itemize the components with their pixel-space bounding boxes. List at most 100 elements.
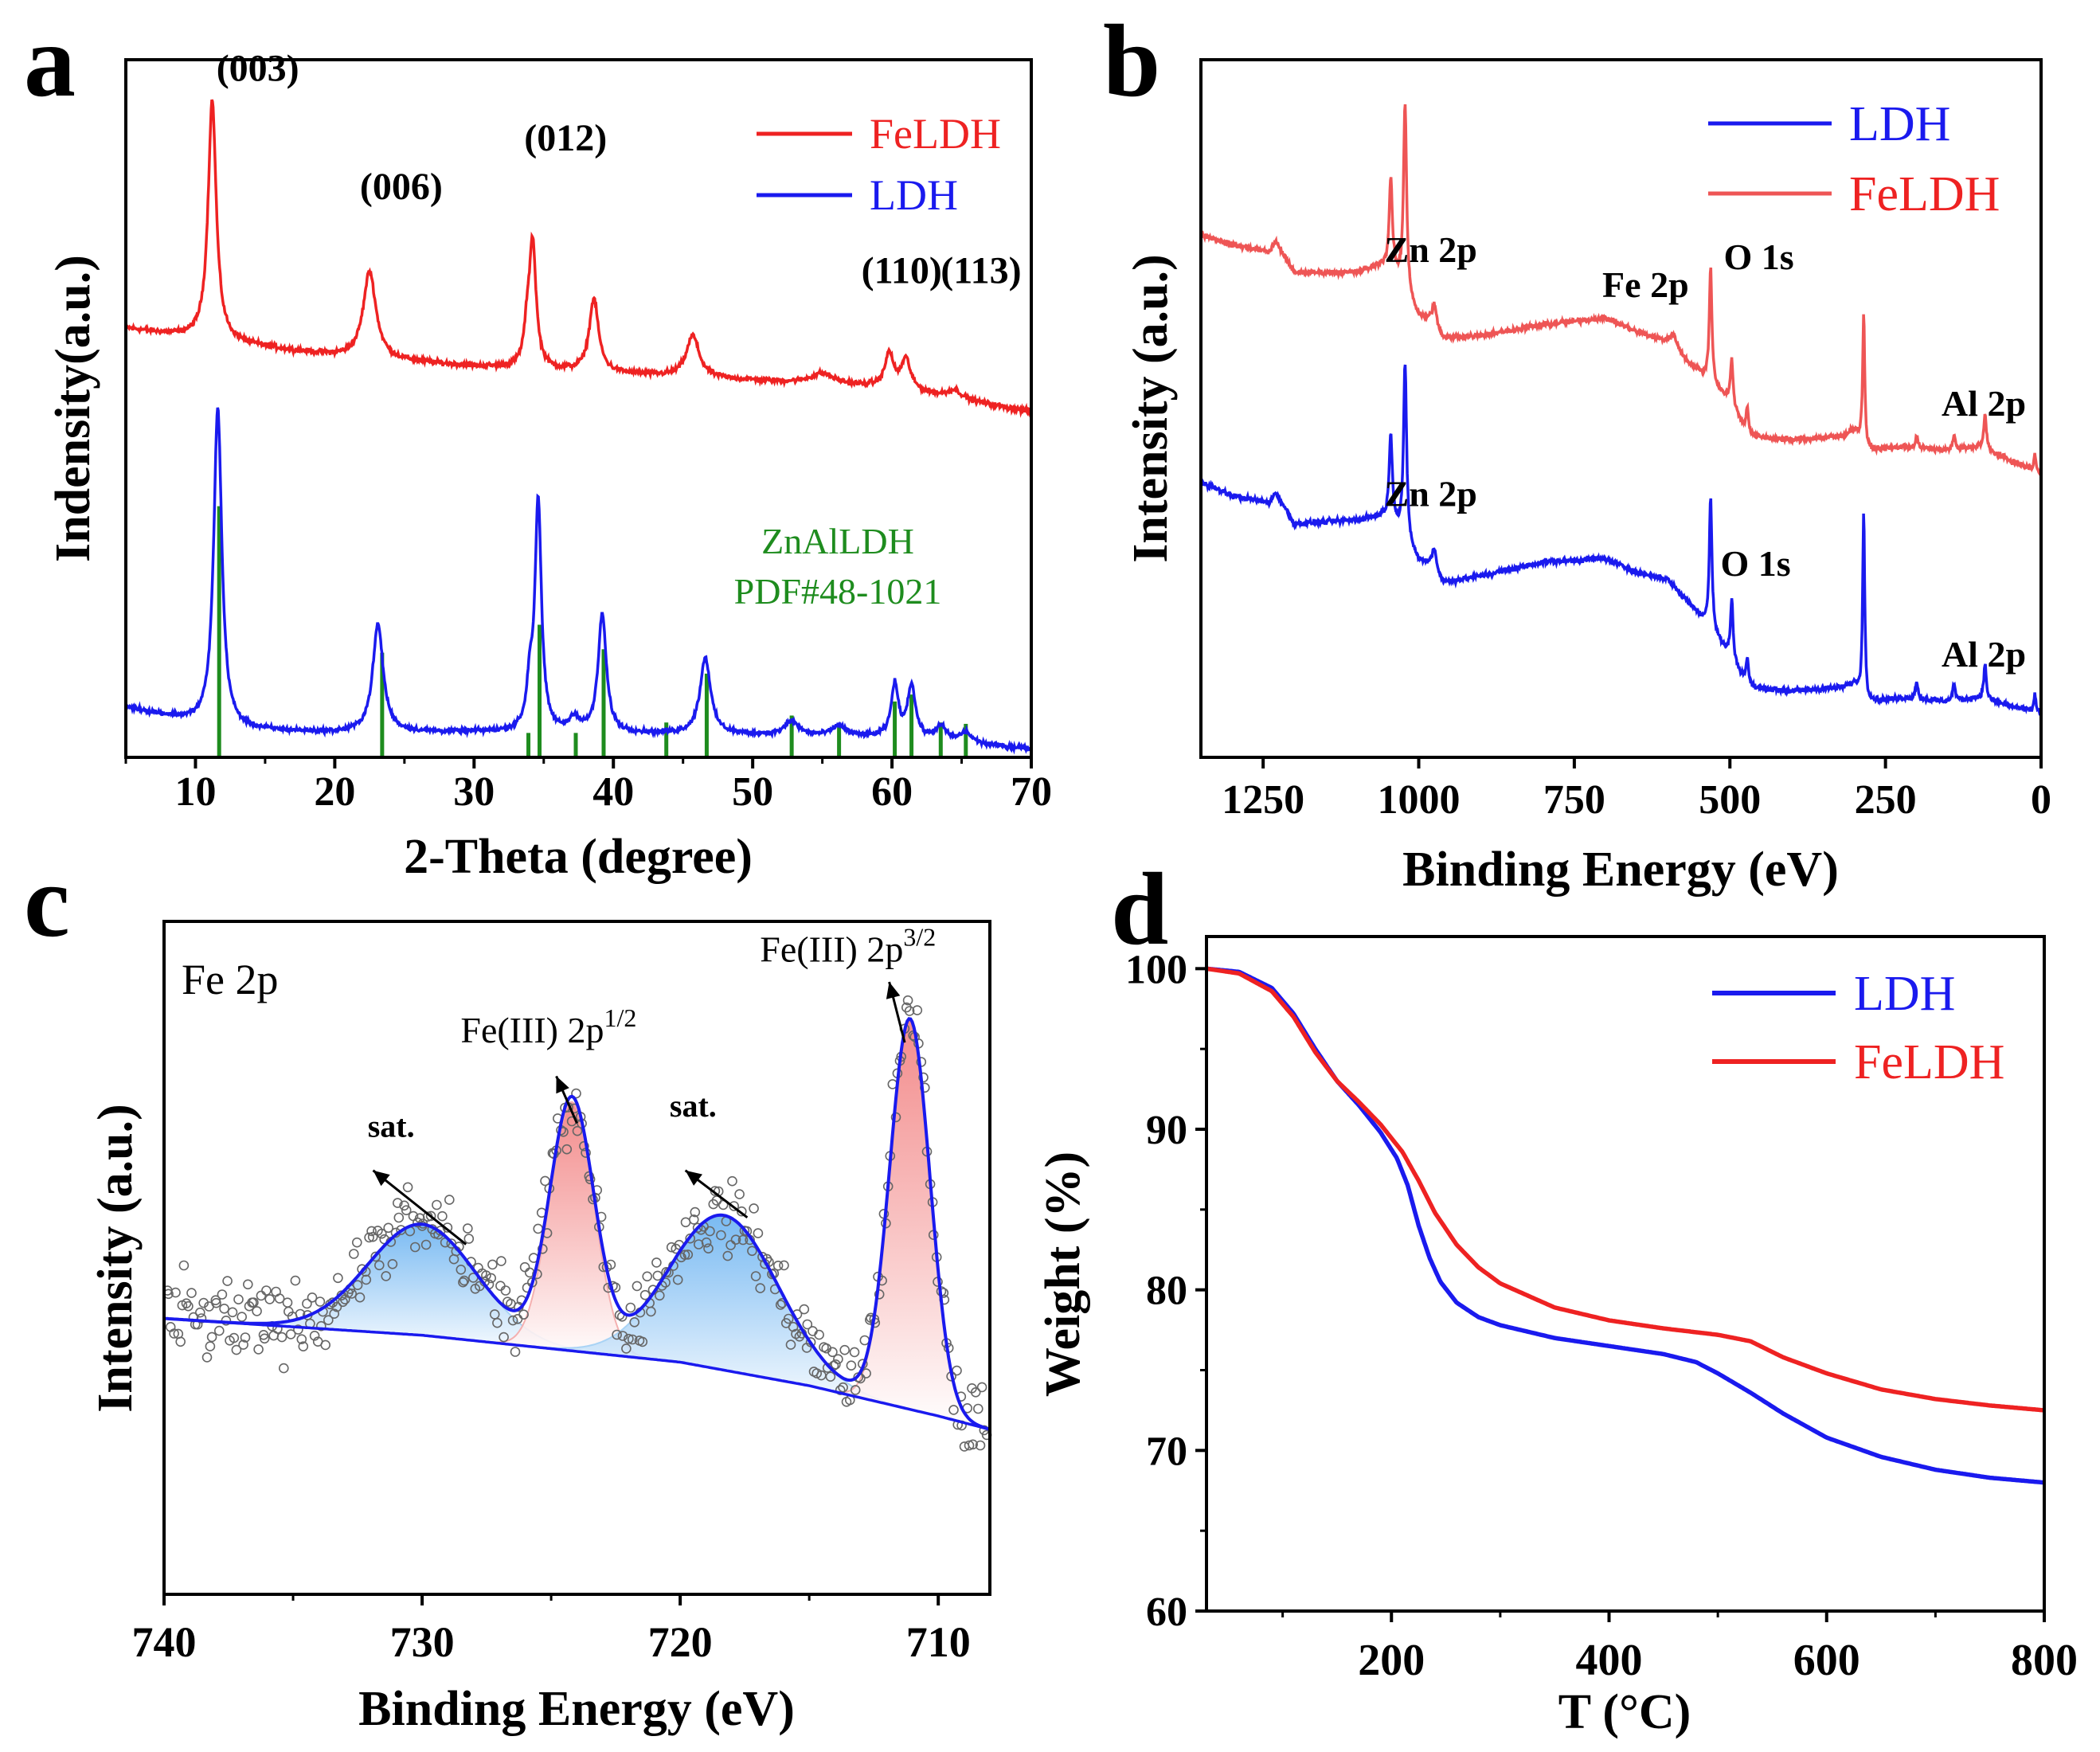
data-point	[701, 1237, 712, 1248]
data-point	[968, 1439, 978, 1450]
panel-d-legend: LDH FeLDH	[1712, 967, 2004, 1089]
data-point	[276, 1332, 287, 1343]
data-point	[261, 1285, 272, 1296]
data-point	[561, 1144, 573, 1155]
y-tick-label: 80	[1146, 1269, 1187, 1314]
legend-feldh-label: FeLDH	[870, 110, 1001, 158]
panel-d-ylabel: Weight (%)	[1036, 1152, 1090, 1397]
series-feldh	[1206, 966, 2045, 1413]
data-point	[462, 1223, 473, 1234]
data-point	[333, 1273, 343, 1284]
data-point	[651, 1257, 662, 1268]
data-point	[229, 1332, 240, 1343]
data-point	[217, 1289, 228, 1300]
data-point	[409, 1242, 420, 1253]
data-point	[772, 1261, 784, 1271]
data-point	[802, 1319, 813, 1330]
panel-d-xlabel: T (°C)	[1558, 1685, 1691, 1739]
component-label: sat.	[670, 1088, 717, 1124]
panel-c-annotations: sat. Fe(III) 2p1/2 sat. Fe(III) 2p3/2	[368, 923, 937, 1144]
data-point	[729, 1201, 740, 1211]
arrow-head	[886, 982, 901, 999]
data-point	[383, 1222, 394, 1234]
data-point	[351, 1237, 362, 1248]
data-point	[175, 1336, 186, 1347]
x-tick-label: 70	[1011, 769, 1052, 815]
data-point	[211, 1297, 221, 1308]
data-point	[571, 1088, 581, 1099]
legend-feldh-label: FeLDH	[1854, 1035, 2004, 1089]
data-point	[533, 1223, 544, 1234]
x-tick-label: 730	[390, 1618, 455, 1666]
legend-ldh-label: LDH	[870, 171, 958, 219]
data-point	[285, 1329, 296, 1339]
data-point	[492, 1317, 503, 1328]
data-point	[256, 1290, 267, 1301]
x-tick-label: 500	[1699, 777, 1761, 823]
element-label: Zn 2p	[1385, 474, 1477, 514]
data-point	[747, 1246, 757, 1257]
data-point	[195, 1307, 205, 1318]
data-point	[242, 1279, 253, 1290]
data-point	[632, 1281, 643, 1292]
data-point	[399, 1200, 409, 1211]
data-point	[625, 1302, 636, 1313]
data-point	[518, 1309, 529, 1320]
peak-label: (110)	[862, 249, 942, 291]
data-point	[579, 1140, 589, 1152]
data-point	[816, 1370, 827, 1381]
panel-a-plot-area	[124, 99, 1033, 757]
data-point	[621, 1343, 632, 1354]
data-point	[420, 1239, 432, 1250]
data-point	[487, 1259, 498, 1270]
data-point	[861, 1368, 871, 1379]
data-point	[181, 1298, 192, 1308]
data-point	[392, 1198, 403, 1208]
data-point	[973, 1403, 984, 1414]
data-point	[393, 1212, 405, 1223]
data-point	[381, 1271, 392, 1281]
x-tick-label: 720	[648, 1618, 713, 1666]
data-point	[323, 1315, 334, 1325]
x-tick-label: 800	[2011, 1636, 2078, 1685]
data-point	[376, 1228, 387, 1239]
legend-feldh-label: FeLDH	[1849, 167, 2000, 221]
data-point	[248, 1297, 259, 1308]
arrow-head	[373, 1170, 390, 1187]
element-label: Zn 2p	[1385, 229, 1477, 270]
data-point	[779, 1260, 789, 1271]
data-point	[680, 1217, 691, 1228]
data-point	[637, 1336, 648, 1347]
data-point	[833, 1354, 843, 1364]
data-point	[730, 1234, 741, 1245]
data-point	[540, 1175, 550, 1187]
data-point	[456, 1265, 467, 1275]
data-point	[627, 1334, 638, 1345]
panel-a-x-ticks: 10 20 30 40 50 60 70	[124, 757, 1052, 815]
data-point	[757, 1252, 768, 1262]
data-point	[507, 1315, 518, 1326]
element-label: Al 2p	[1942, 383, 2026, 424]
data-point	[808, 1326, 818, 1336]
element-label: Al 2p	[1942, 634, 2026, 675]
panel-c-ylabel: Intensity (a.u.)	[88, 1104, 143, 1413]
data-point	[302, 1298, 312, 1309]
data-point	[495, 1281, 506, 1291]
data-point	[213, 1325, 225, 1336]
panel-d-tga: 200 400 600 800 60 70 80 90 100 T (°C) Weight (%…	[1036, 935, 2078, 1739]
data-point	[219, 1304, 229, 1314]
data-point	[402, 1182, 413, 1193]
component-label: sat.	[368, 1108, 415, 1144]
panel-c-xlabel: Binding Energy (eV)	[358, 1682, 795, 1736]
data-point	[785, 1339, 796, 1350]
data-point	[252, 1306, 262, 1316]
panel-d-plot-area	[1206, 966, 2045, 1485]
data-point	[481, 1270, 491, 1281]
data-point	[572, 1125, 583, 1136]
data-point	[444, 1195, 455, 1205]
data-point	[486, 1273, 497, 1284]
data-point	[654, 1290, 665, 1301]
data-point	[835, 1385, 846, 1395]
series-ldh	[1199, 364, 2043, 716]
